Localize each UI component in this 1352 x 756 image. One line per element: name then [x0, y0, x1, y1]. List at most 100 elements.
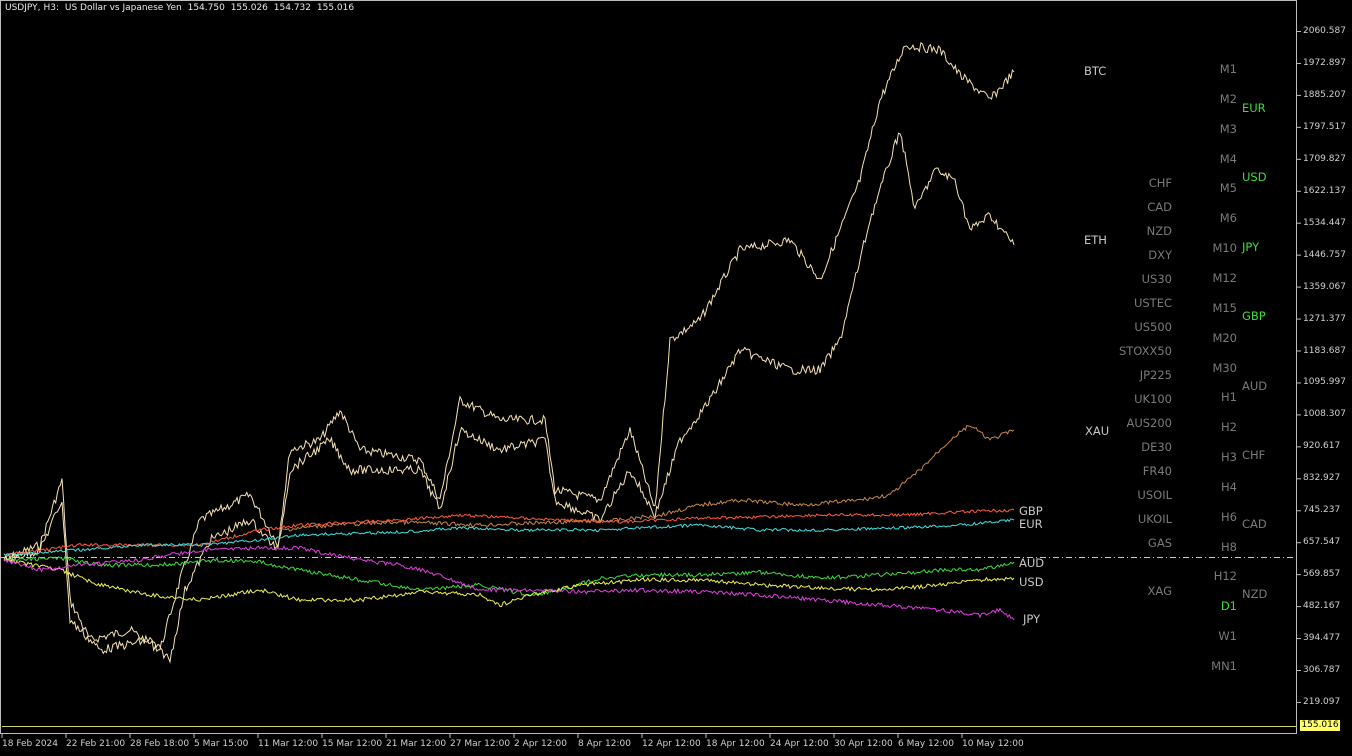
- header-close: 155.016: [316, 3, 355, 13]
- price-axis-label: 569.857: [1303, 569, 1341, 580]
- timeframe-button-m12[interactable]: M12: [1212, 270, 1237, 285]
- strength-item-eur[interactable]: EUR: [1242, 101, 1266, 115]
- timeframe-button-m1[interactable]: M1: [1219, 62, 1237, 76]
- price-axis-label: 2060.587: [1303, 26, 1346, 36]
- time-axis-label: 18 Feb 2024: [2, 739, 59, 749]
- symbol-button-stoxx50[interactable]: STOXX50: [1118, 344, 1172, 358]
- time-axis-label: 8 Apr 12:00: [578, 739, 631, 749]
- time-axis-label: 22 Feb 21:00: [66, 739, 126, 749]
- symbol-button-uk100[interactable]: UK100: [1134, 392, 1172, 406]
- symbol-button-fr40[interactable]: FR40: [1142, 464, 1172, 478]
- chart-frame: [0, 0, 1297, 734]
- price-axis-label: 1008.307: [1303, 409, 1346, 420]
- price-axis-label: 1446.757: [1303, 249, 1346, 260]
- price-axis-label: 1534.447: [1303, 217, 1346, 228]
- symbol-button-xag[interactable]: XAG: [1147, 584, 1172, 598]
- symbol-button-dxy[interactable]: DXY: [1148, 248, 1172, 262]
- price-axis-label: 832.927: [1303, 473, 1341, 484]
- jpy-label: JPY: [1023, 612, 1041, 626]
- jpy-line: [3, 544, 1015, 621]
- symbol-button-us500[interactable]: US500: [1134, 320, 1172, 334]
- time-axis-label: 2 Apr 12:00: [514, 739, 567, 749]
- time-axis-label: 21 Mar 12:00: [386, 739, 447, 749]
- strength-item-gbp[interactable]: GBP: [1242, 309, 1266, 324]
- timeframe-button-h12[interactable]: H12: [1213, 569, 1237, 584]
- strength-item-aud[interactable]: AUD: [1242, 378, 1268, 393]
- timeframe-button-h3[interactable]: H3: [1221, 450, 1237, 465]
- btc-line: [4, 41, 1015, 653]
- price-axis-label: 745.237: [1303, 505, 1341, 516]
- timeframe-button-m4[interactable]: M4: [1219, 151, 1237, 166]
- timeframe-button-h4[interactable]: H4: [1221, 479, 1237, 494]
- price-axis-label: 1797.517: [1303, 121, 1346, 132]
- aud-label: AUD: [1019, 556, 1045, 570]
- time-axis-label: 18 Apr 12:00: [706, 739, 765, 749]
- eth-line: [3, 132, 1015, 664]
- price-axis-label: 1885.207: [1303, 89, 1346, 100]
- strength-item-usd[interactable]: USD: [1242, 170, 1267, 185]
- timeframe-button-m5[interactable]: M5: [1219, 181, 1237, 196]
- timeframe-button-m6[interactable]: M6: [1219, 211, 1237, 226]
- price-axis-label: 482.167: [1303, 601, 1341, 612]
- header-symbol: USDJPY,: [5, 3, 41, 13]
- price-axis-label: 1095.997: [1303, 377, 1346, 388]
- timeframe-button-d1[interactable]: D1: [1220, 599, 1237, 614]
- timeframe-button-h8[interactable]: H8: [1221, 539, 1237, 554]
- chart-header: USDJPY, H3: US Dollar vs Japanese Yen 154…: [5, 3, 357, 13]
- symbol-button-aus200[interactable]: AUS200: [1126, 416, 1172, 430]
- symbol-button-jp225[interactable]: JP225: [1139, 368, 1172, 382]
- timeframe-button-h6[interactable]: H6: [1221, 509, 1237, 524]
- eur-line: [3, 518, 1015, 556]
- price-axis-label: 1271.377: [1303, 313, 1346, 324]
- price-axis-label: 1622.137: [1303, 185, 1346, 196]
- price-axis-label: 1972.897: [1303, 57, 1346, 68]
- header-low: 154.732: [273, 3, 311, 13]
- symbol-button-gas[interactable]: GAS: [1147, 536, 1172, 550]
- timeframe-button-m3[interactable]: M3: [1219, 121, 1237, 136]
- price-axis-label: 657.547: [1303, 537, 1341, 548]
- timeframe-button-mn1[interactable]: MN1: [1211, 659, 1237, 673]
- usd-label: USD: [1019, 575, 1044, 589]
- symbol-button-us30[interactable]: US30: [1141, 272, 1172, 286]
- gbp-label: GBP: [1019, 504, 1043, 518]
- symbol-button-chf[interactable]: CHF: [1148, 176, 1172, 190]
- time-axis-label: 12 Apr 12:00: [642, 739, 701, 749]
- timeframe-button-m20[interactable]: M20: [1212, 330, 1237, 345]
- price-axis-label: 219.097: [1303, 696, 1341, 707]
- symbol-button-de30[interactable]: DE30: [1141, 440, 1172, 454]
- timeframe-button-h1[interactable]: H1: [1221, 390, 1237, 405]
- time-axis-label: 24 Apr 12:00: [770, 739, 829, 749]
- btc-label: BTC: [1084, 64, 1107, 78]
- timeframe-button-w1[interactable]: W1: [1218, 629, 1237, 644]
- price-axis-label: 1709.827: [1303, 153, 1346, 164]
- strength-item-nzd[interactable]: NZD: [1242, 586, 1268, 601]
- price-axis-label: 306.787: [1303, 665, 1341, 675]
- header-open: 154.750: [187, 3, 225, 13]
- time-axis-label: 5 Mar 15:00: [194, 739, 249, 749]
- current-price-tag: 155.016: [1300, 720, 1340, 731]
- time-axis-label: 10 May 12:00: [962, 739, 1024, 749]
- timeframe-button-m10[interactable]: M10: [1212, 241, 1237, 256]
- strength-item-cad[interactable]: CAD: [1242, 517, 1267, 532]
- price-axis-label: 920.617: [1303, 441, 1341, 452]
- timeframe-button-m15[interactable]: M15: [1212, 300, 1237, 315]
- eur-label: EUR: [1019, 517, 1043, 531]
- timeframe-button-m30[interactable]: M30: [1212, 360, 1237, 375]
- symbol-button-nzd[interactable]: NZD: [1146, 224, 1172, 238]
- timeframe-button-h2[interactable]: H2: [1221, 420, 1237, 435]
- time-axis-label: 28 Feb 18:00: [130, 739, 190, 749]
- symbol-button-ustec[interactable]: USTEC: [1133, 296, 1172, 310]
- timeframe-button-m2[interactable]: M2: [1219, 91, 1237, 106]
- gbp-line: [3, 508, 1015, 557]
- symbol-button-ukoil[interactable]: UKOIL: [1137, 512, 1172, 526]
- time-axis-label: 27 Mar 12:00: [450, 739, 511, 749]
- strength-item-chf[interactable]: CHF: [1242, 448, 1266, 462]
- header-high: 155.026: [230, 3, 268, 13]
- symbol-button-cad[interactable]: CAD: [1147, 200, 1172, 214]
- symbol-button-usoil[interactable]: USOIL: [1137, 488, 1172, 502]
- eth-label: ETH: [1084, 233, 1107, 247]
- time-axis-label: 11 Mar 12:00: [258, 739, 319, 749]
- strength-item-jpy[interactable]: JPY: [1242, 239, 1260, 254]
